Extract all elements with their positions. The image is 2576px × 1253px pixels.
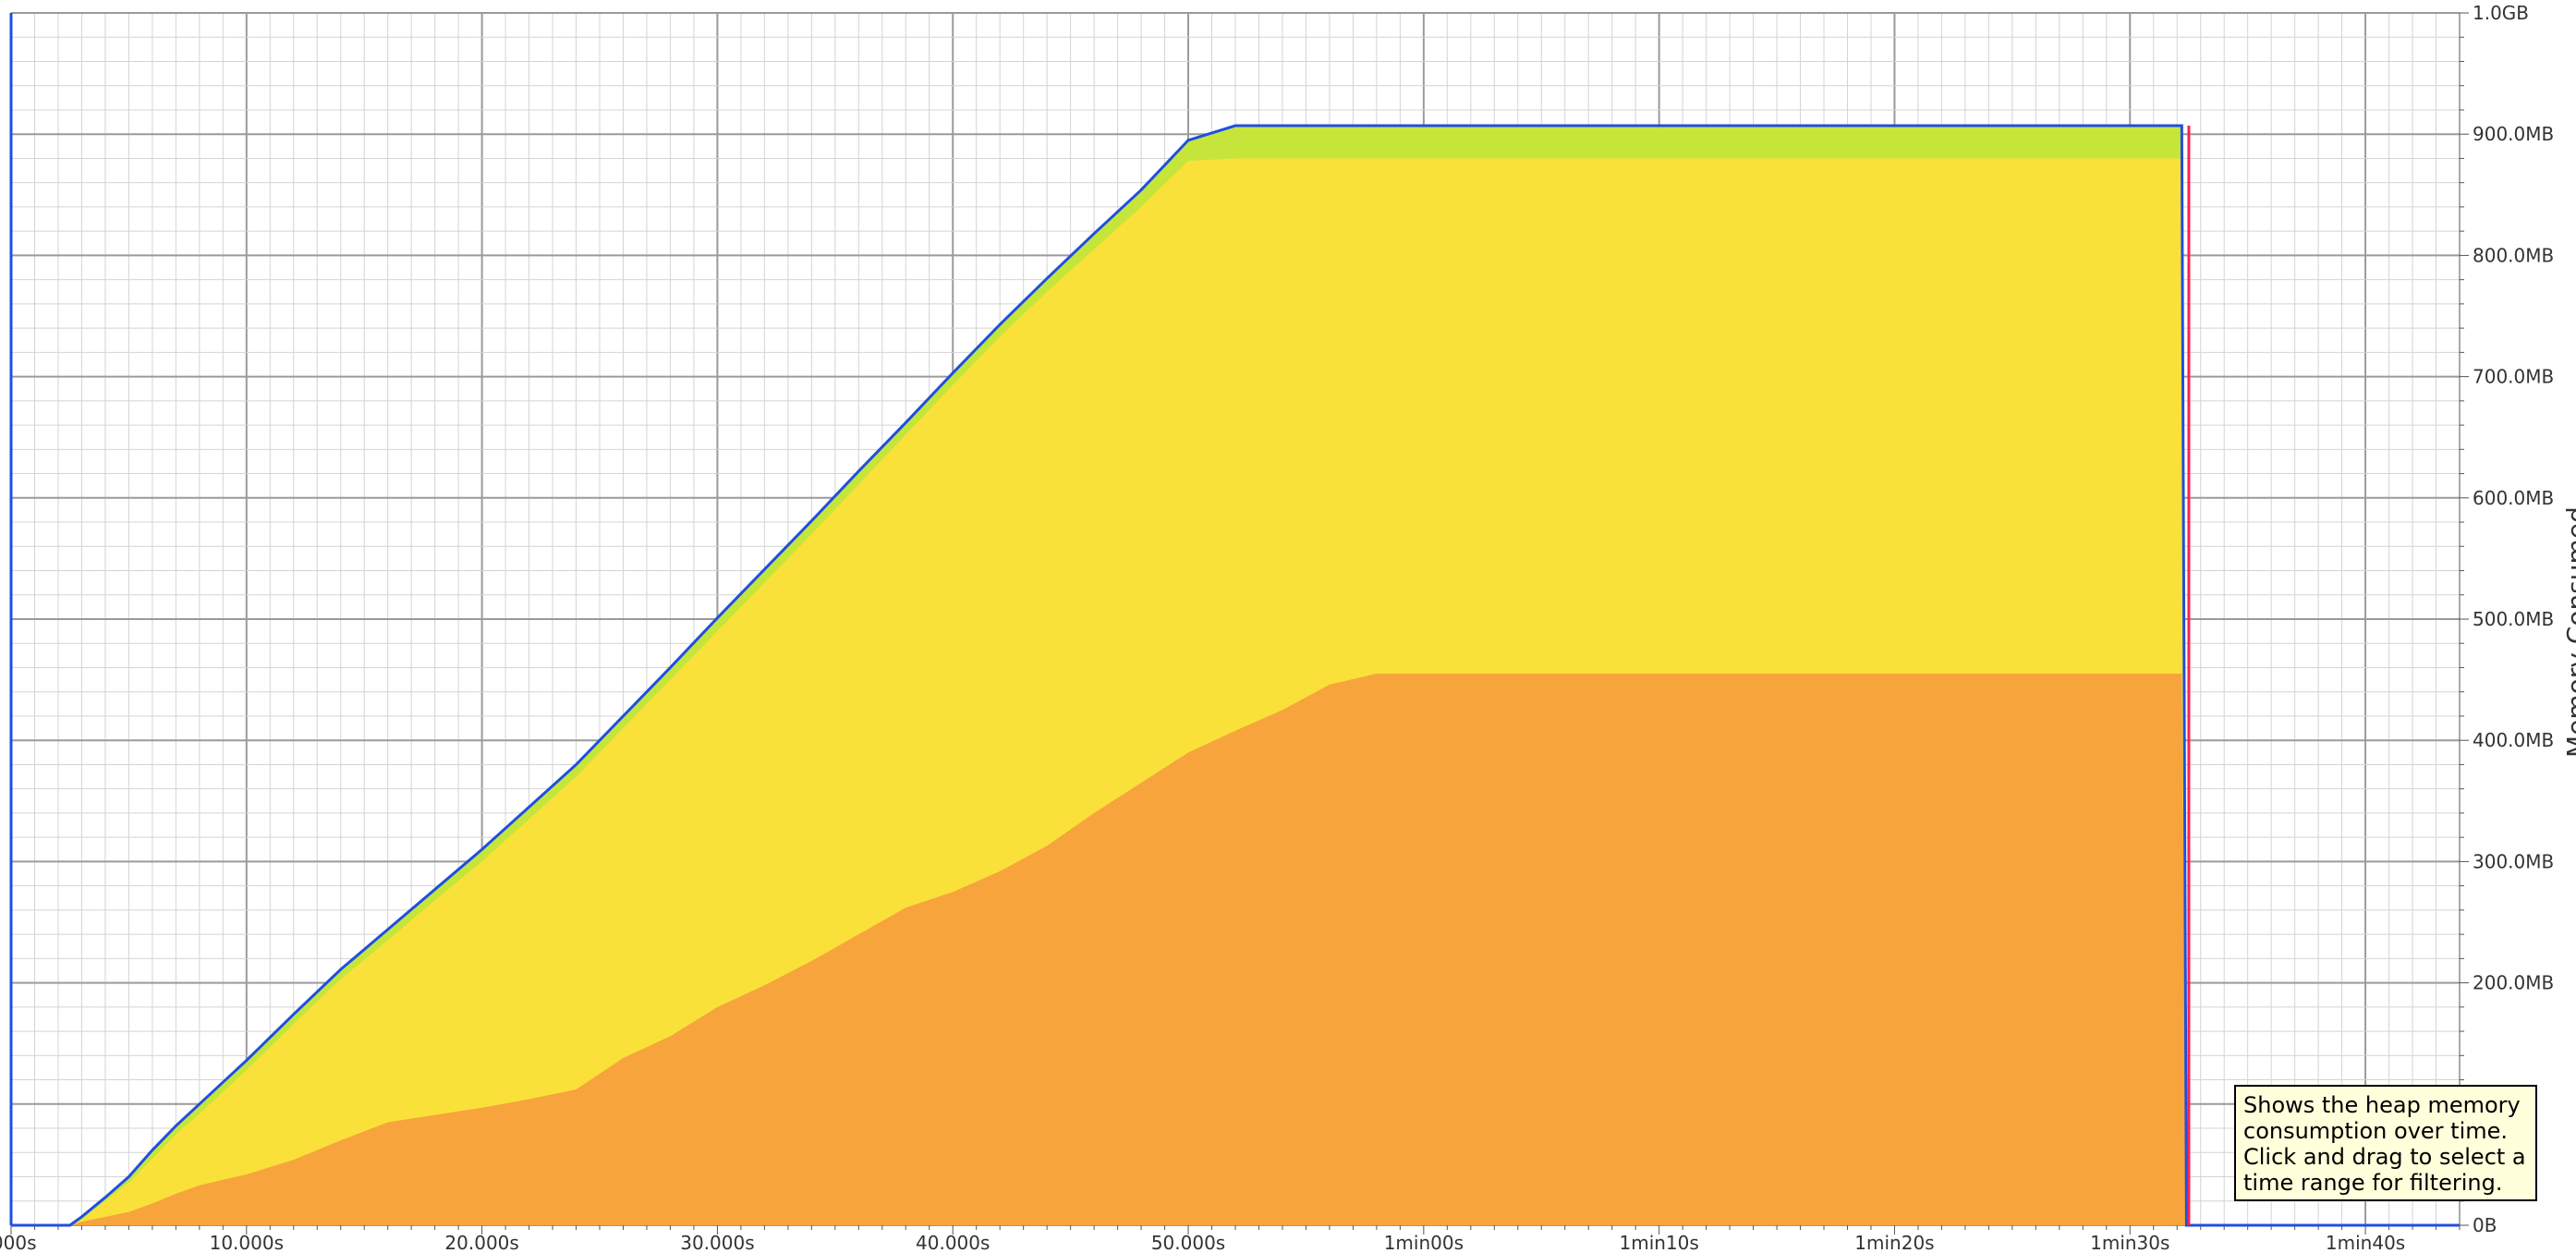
y-tick-label: 600.0MB: [2473, 487, 2554, 509]
y-tick-label: 200.0MB: [2473, 972, 2554, 994]
x-axis: .000s 10.000s 20.000s 30.000s 40.000s 50.000s…: [0, 1225, 2461, 1253]
series-outline-line: [11, 124, 2460, 1227]
y-tick-label: 900.0MB: [2473, 123, 2554, 145]
x-tick-label: .000s: [0, 1232, 36, 1253]
y-axis: 0BB200.0MB300.0MB400.0MB500.0MB600.0MB70…: [2459, 2, 2554, 1236]
y-axis-title-text: Memory Consumed: [2561, 506, 2576, 758]
y-tick-label: 500.0MB: [2473, 608, 2554, 630]
y-axis-title: Memory Consumed: [2559, 481, 2576, 758]
area-series-0: [69, 674, 2461, 1225]
x-tick-label: 20.000s: [444, 1232, 518, 1253]
line-series: [9, 13, 2460, 1227]
x-tick-label: 40.000s: [916, 1232, 990, 1253]
y-tick-label: 400.0MB: [2473, 729, 2554, 751]
x-tick-label: 30.000s: [680, 1232, 754, 1253]
y-tick-label: 300.0MB: [2473, 850, 2554, 872]
x-tick-label: 1min30s: [2090, 1232, 2169, 1253]
x-tick-label: 50.000s: [1151, 1232, 1225, 1253]
chart-tooltip: Shows the heap memory consumption over t…: [2234, 1085, 2537, 1201]
y-tick-label: 800.0MB: [2473, 244, 2554, 266]
y-tick-label: 0B: [2473, 1214, 2497, 1236]
y-tick-label: 1.0GB: [2473, 2, 2529, 24]
area-series: [69, 126, 2461, 1226]
x-tick-label: 1min00s: [1384, 1232, 1464, 1253]
x-tick-label: 1min10s: [1619, 1232, 1698, 1253]
y-tick-label: 700.0MB: [2473, 366, 2554, 388]
x-tick-label: 1min40s: [2326, 1232, 2405, 1253]
x-tick-label: 10.000s: [210, 1232, 284, 1253]
x-tick-label: 1min20s: [1854, 1232, 1934, 1253]
